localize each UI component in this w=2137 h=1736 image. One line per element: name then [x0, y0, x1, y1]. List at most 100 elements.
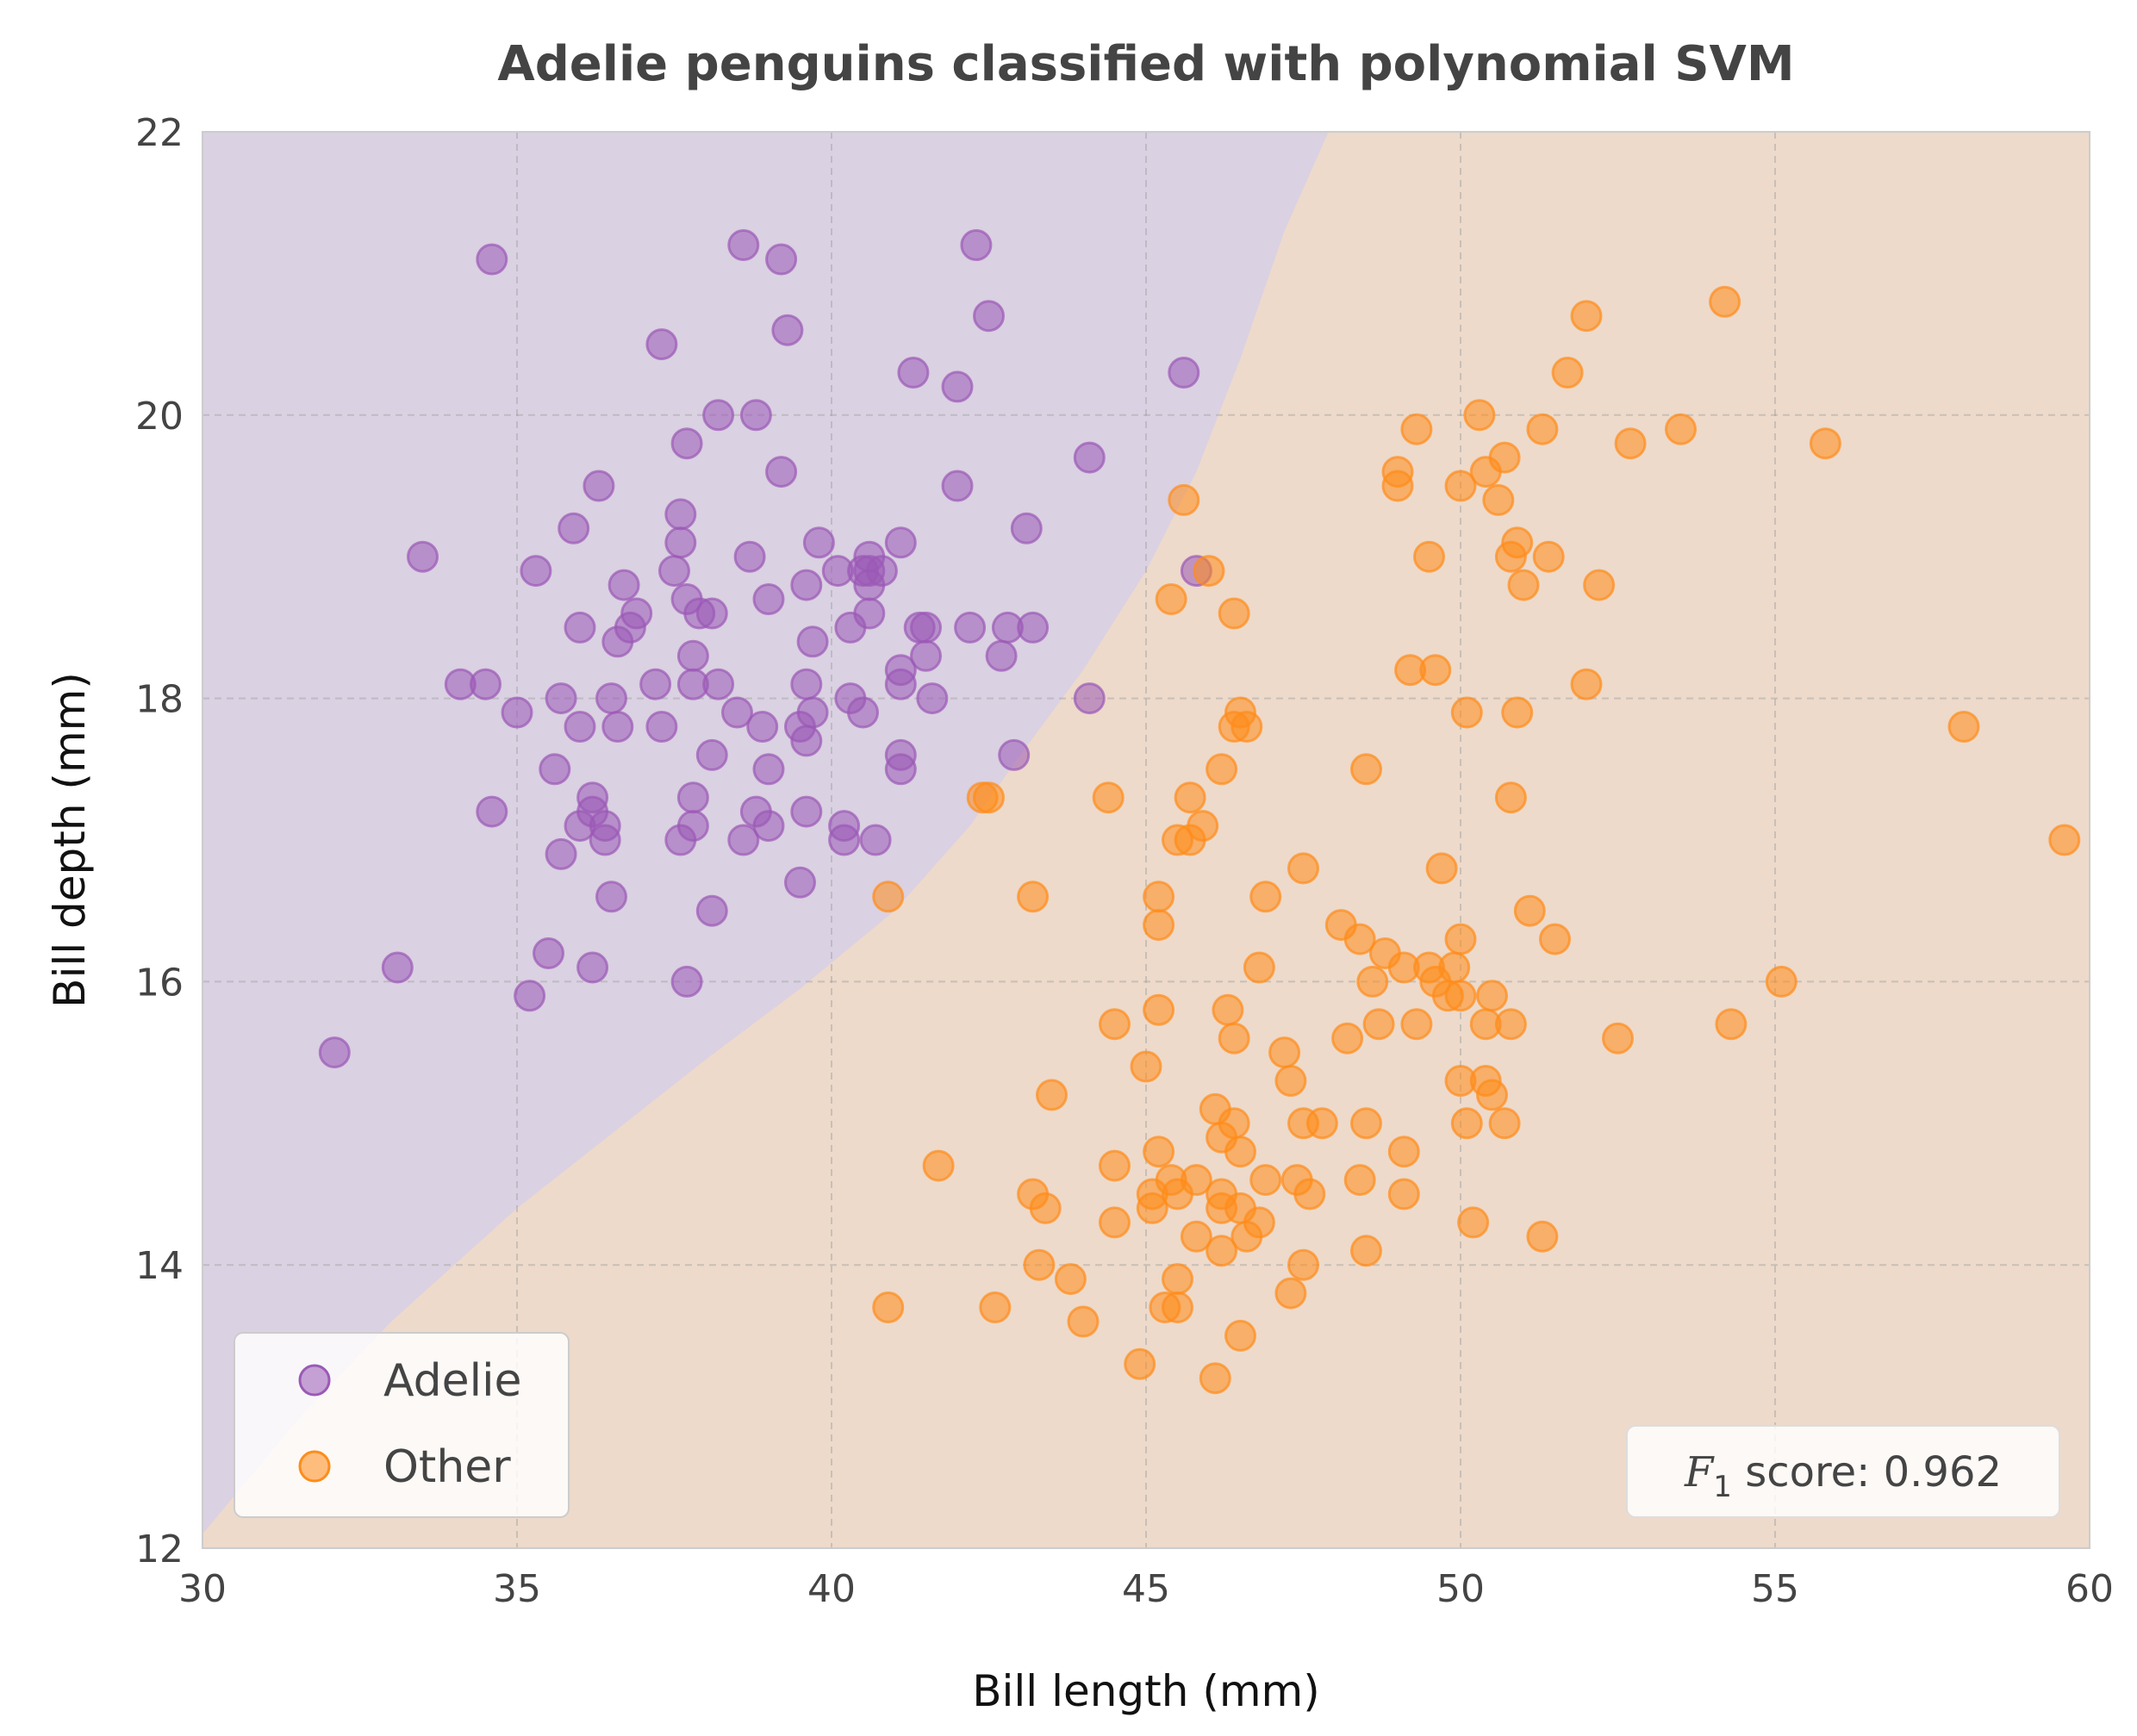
point-other: [1054, 1263, 1087, 1296]
point-adelie: [752, 810, 785, 843]
point-adelie: [828, 824, 861, 856]
point-other: [872, 880, 905, 913]
point-other: [1947, 711, 1980, 743]
point-adelie: [607, 569, 640, 601]
point-adelie: [859, 824, 892, 856]
point-other: [1444, 980, 1477, 1012]
point-adelie: [670, 965, 703, 998]
point-adelie: [564, 711, 596, 743]
point-adelie: [695, 597, 728, 630]
point-other: [1488, 441, 1521, 474]
point-other: [1482, 483, 1515, 516]
point-adelie: [664, 498, 697, 531]
point-adelie: [941, 470, 974, 502]
y-tick-label: 18: [135, 678, 184, 722]
point-other: [1243, 951, 1275, 984]
point-adelie: [318, 1036, 351, 1069]
point-other: [1513, 894, 1546, 927]
f1-score-annotation: F1 score: 0.962: [1626, 1425, 2060, 1518]
point-adelie: [695, 738, 728, 771]
point-other: [1206, 1235, 1238, 1267]
point-other: [1155, 583, 1187, 615]
point-adelie: [514, 980, 546, 1012]
point-adelie: [664, 526, 697, 559]
f1-symbol: F: [1684, 1448, 1715, 1496]
point-adelie: [407, 540, 439, 573]
point-other: [1494, 781, 1527, 814]
point-adelie: [702, 399, 735, 432]
point-adelie: [1010, 512, 1043, 544]
x-tick-label: 45: [1122, 1567, 1170, 1611]
point-adelie: [645, 328, 678, 361]
point-other: [1350, 753, 1382, 786]
point-other: [1551, 357, 1584, 389]
point-adelie: [796, 625, 829, 658]
point-adelie: [733, 540, 766, 573]
point-adelie: [564, 611, 596, 644]
point-other: [1143, 909, 1175, 942]
point-adelie: [790, 725, 823, 757]
point-adelie: [752, 583, 785, 615]
point-other: [1583, 569, 1616, 601]
point-adelie: [676, 781, 709, 814]
point-adelie: [865, 555, 898, 588]
point-other: [1450, 1107, 1483, 1140]
point-adelie: [796, 696, 829, 729]
point-other: [1350, 1107, 1382, 1140]
point-other: [1193, 555, 1225, 588]
point-other: [2048, 824, 2081, 856]
point-adelie: [1168, 357, 1200, 389]
point-other: [1130, 1050, 1162, 1083]
point-adelie: [476, 243, 508, 276]
legend-marker-other: [298, 1450, 331, 1483]
point-other: [1765, 965, 1797, 998]
point-other: [1715, 1008, 1748, 1041]
legend: Adelie Other: [234, 1332, 570, 1518]
point-adelie: [765, 456, 798, 488]
point-other: [1036, 1079, 1068, 1111]
point-other: [1343, 1164, 1376, 1197]
point-adelie: [960, 229, 993, 261]
point-adelie: [884, 668, 917, 700]
point-other: [1029, 1192, 1062, 1224]
point-other: [1413, 540, 1445, 573]
point-other: [1168, 483, 1200, 516]
chart-title: Adelie penguins classified with polynomi…: [497, 36, 1794, 92]
point-adelie: [470, 668, 502, 700]
point-other: [1438, 951, 1471, 984]
point-other: [1614, 427, 1647, 460]
point-other: [1305, 1107, 1338, 1140]
point-adelie: [954, 611, 987, 644]
f1-score-box: [1626, 1425, 2060, 1518]
point-adelie: [601, 711, 634, 743]
point-adelie: [545, 837, 577, 870]
point-adelie: [1017, 611, 1050, 644]
point-other: [1287, 852, 1319, 885]
point-adelie: [739, 399, 772, 432]
point-other: [1268, 1036, 1301, 1069]
point-other: [1476, 1079, 1508, 1111]
point-other: [1224, 1319, 1256, 1352]
point-other: [1143, 880, 1175, 913]
point-other: [1507, 569, 1540, 601]
point-other: [1293, 1178, 1326, 1210]
x-tick-label: 50: [1436, 1567, 1485, 1611]
point-other: [1199, 1362, 1231, 1395]
point-adelie: [884, 753, 917, 786]
point-other: [1023, 1248, 1056, 1281]
point-adelie: [558, 512, 590, 544]
point-adelie: [847, 696, 879, 729]
point-adelie: [916, 682, 949, 715]
point-other: [1017, 880, 1050, 913]
point-adelie: [1073, 682, 1106, 715]
point-other: [1362, 1008, 1395, 1041]
point-other: [1356, 965, 1389, 998]
point-adelie: [790, 569, 823, 601]
x-tick-label: 55: [1751, 1567, 1799, 1611]
point-adelie: [910, 639, 942, 672]
point-other: [1809, 427, 1841, 460]
point-adelie: [381, 951, 414, 984]
point-other: [1099, 1149, 1131, 1182]
point-adelie: [595, 682, 627, 715]
point-other: [1092, 781, 1125, 814]
